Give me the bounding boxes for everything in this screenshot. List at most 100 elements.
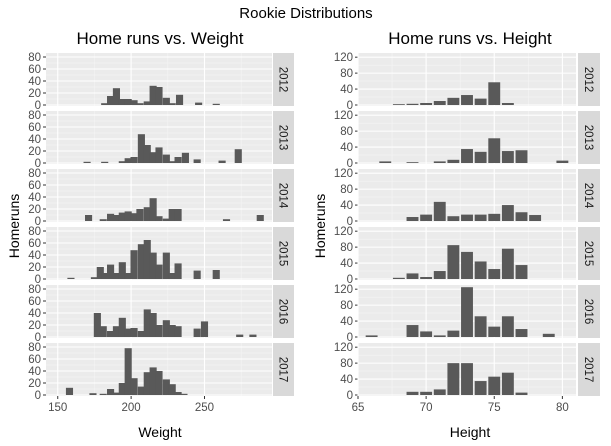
histogram-bar bbox=[392, 277, 405, 279]
histogram-bar bbox=[101, 161, 109, 163]
histogram-bar bbox=[447, 245, 460, 279]
histogram-bar bbox=[501, 372, 514, 395]
y-tick-label: 40 bbox=[28, 76, 41, 88]
y-tick-label: 80 bbox=[340, 242, 353, 254]
histogram-bar bbox=[420, 214, 433, 221]
histogram-bar bbox=[136, 209, 144, 221]
histogram-bar bbox=[433, 101, 446, 105]
histogram-bar bbox=[136, 103, 144, 105]
histogram-bar bbox=[101, 273, 109, 279]
y-tick-label: 0 bbox=[347, 274, 353, 286]
facet-strip-label: 2013 bbox=[277, 125, 289, 151]
histogram-bar bbox=[236, 334, 244, 337]
histogram-bar bbox=[124, 328, 132, 337]
histogram-bar bbox=[124, 273, 132, 279]
facet-strip bbox=[273, 285, 294, 338]
y-tick-label: 40 bbox=[28, 134, 41, 146]
y-tick-label: 60 bbox=[28, 296, 41, 308]
histogram-bar bbox=[433, 201, 446, 221]
histogram-bar bbox=[488, 213, 501, 221]
histogram-bar bbox=[542, 333, 555, 337]
histogram-bar bbox=[501, 248, 514, 279]
facet-strip-label: 2016 bbox=[582, 299, 594, 325]
histogram-bar bbox=[124, 99, 132, 105]
histogram-bar bbox=[112, 326, 121, 337]
facet-strip-label: 2017 bbox=[277, 357, 289, 383]
histogram-bar bbox=[461, 287, 473, 337]
histogram-bar bbox=[99, 219, 107, 221]
histogram-bar bbox=[143, 101, 151, 105]
facet-strip bbox=[273, 227, 294, 280]
x-axis-label-height: Height bbox=[450, 424, 491, 440]
histogram-bar bbox=[143, 372, 151, 395]
panel-background bbox=[46, 169, 272, 222]
histogram-bar bbox=[162, 218, 170, 221]
histogram-bar bbox=[433, 389, 446, 395]
y-tick-label: 0 bbox=[347, 216, 353, 228]
histogram-bar bbox=[107, 213, 115, 221]
histogram-bar bbox=[379, 161, 392, 163]
histogram-bar bbox=[99, 326, 107, 337]
histogram-bar bbox=[447, 330, 460, 337]
y-tick-label: 20 bbox=[28, 262, 41, 274]
y-tick-label: 40 bbox=[340, 258, 353, 270]
facet-strip bbox=[578, 227, 600, 280]
histogram-bar bbox=[107, 389, 115, 395]
histogram-bar bbox=[107, 331, 115, 337]
histogram-bar bbox=[406, 162, 419, 163]
y-tick-label: 80 bbox=[340, 126, 353, 138]
histogram-bar bbox=[212, 103, 220, 105]
histogram-bar bbox=[130, 100, 138, 105]
histogram-bar bbox=[168, 103, 176, 105]
histogram-bar bbox=[515, 212, 528, 221]
histogram-bar bbox=[222, 219, 231, 221]
x-tick-label: 200 bbox=[122, 402, 141, 414]
histogram-bar bbox=[193, 159, 201, 163]
histogram-bar bbox=[447, 363, 460, 395]
histogram-bar bbox=[155, 216, 163, 221]
histogram-bar bbox=[143, 309, 151, 337]
histogram-bar bbox=[474, 381, 487, 395]
x-tick-label: 80 bbox=[556, 402, 569, 414]
histogram-bar bbox=[118, 161, 126, 163]
facet-panel: 0 40 80 120 2016 bbox=[334, 284, 600, 344]
histogram-bar bbox=[137, 244, 145, 279]
y-tick-label: 120 bbox=[334, 52, 353, 64]
y-tick-label: 120 bbox=[334, 284, 353, 296]
facet-panel: 0 40 80 120 2015 bbox=[334, 226, 600, 286]
histogram-bar bbox=[162, 379, 170, 395]
histogram-bar bbox=[124, 158, 132, 163]
histogram-bar bbox=[365, 335, 378, 337]
y-axis-label-weight: Homeruns bbox=[6, 194, 22, 259]
y-tick-label: 40 bbox=[28, 366, 41, 378]
histogram-bar bbox=[193, 328, 201, 337]
histogram-bar bbox=[137, 134, 145, 163]
histogram-bar bbox=[149, 252, 157, 279]
y-tick-label: 40 bbox=[340, 84, 353, 96]
histogram-bar bbox=[107, 264, 115, 279]
histogram-bar bbox=[212, 270, 220, 279]
x-tick-label: 75 bbox=[488, 402, 501, 414]
y-tick-label: 80 bbox=[28, 284, 41, 296]
y-tick-label: 80 bbox=[28, 342, 41, 354]
histogram-bar bbox=[175, 94, 184, 105]
y-tick-label: 40 bbox=[28, 192, 41, 204]
facet-panel: 0 40 80 120 2017 bbox=[334, 342, 600, 402]
y-tick-label: 80 bbox=[340, 300, 353, 312]
y-tick-label: 120 bbox=[334, 342, 353, 354]
y-tick-label: 120 bbox=[334, 168, 353, 180]
histogram-bar bbox=[433, 161, 446, 163]
histogram-bar bbox=[174, 392, 182, 395]
y-tick-label: 0 bbox=[347, 332, 353, 344]
y-tick-label: 20 bbox=[28, 88, 41, 100]
histogram-bar bbox=[200, 321, 209, 337]
histogram-bar bbox=[118, 99, 126, 105]
x-axis-label-weight: Weight bbox=[138, 424, 181, 440]
histogram-bar bbox=[130, 250, 138, 279]
y-tick-label: 20 bbox=[28, 204, 41, 216]
facet-panel: 0 40 80 120 2014 bbox=[334, 168, 600, 228]
